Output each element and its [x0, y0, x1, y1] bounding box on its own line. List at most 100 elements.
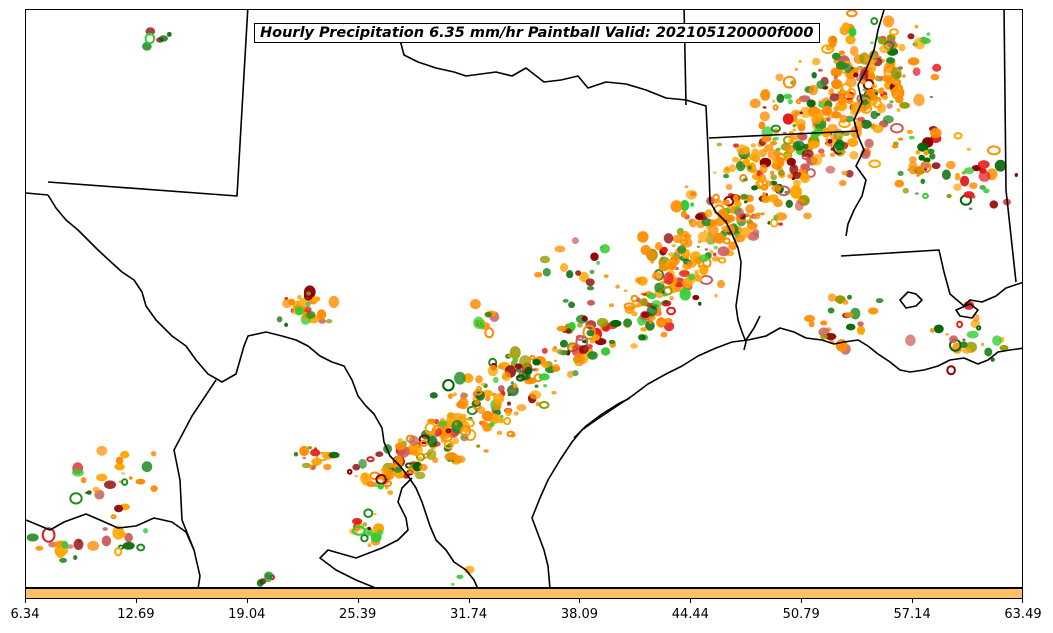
precip-blob	[69, 492, 83, 505]
precip-blob	[688, 273, 696, 281]
precip-blob	[794, 67, 798, 71]
precip-blob	[839, 114, 848, 124]
precip-blob	[568, 301, 576, 309]
precip-blob	[792, 128, 797, 132]
precip-blob	[808, 84, 819, 96]
precip-blob	[158, 35, 168, 42]
precip-blob	[687, 261, 693, 267]
precip-blob	[834, 139, 845, 151]
precip-blob	[696, 245, 701, 248]
precip-blob	[129, 476, 133, 480]
precip-blob	[808, 140, 820, 149]
precip-blob	[912, 67, 921, 76]
colorbar-tick-label: 63.49	[1004, 607, 1042, 622]
precip-blob	[759, 111, 770, 122]
precip-blob	[833, 106, 839, 112]
precip-blob	[517, 375, 521, 379]
precip-blob	[135, 478, 146, 485]
precip-blob	[838, 104, 845, 110]
precip-blob	[848, 27, 857, 37]
precip-blob	[864, 138, 874, 149]
precip-blob	[419, 463, 428, 472]
precip-blob	[663, 233, 674, 244]
precip-blob	[397, 438, 404, 444]
precip-blob	[886, 103, 893, 109]
precip-blob	[295, 306, 304, 316]
precip-blob	[896, 108, 901, 112]
colorbar-tick-label: 38.09	[560, 607, 599, 622]
precip-blob	[114, 547, 123, 557]
precip-blob	[989, 200, 999, 209]
precip-blob	[723, 173, 730, 179]
precip-blob	[323, 463, 332, 471]
precip-blob	[360, 534, 369, 543]
precip-blob	[714, 293, 718, 298]
precip-blob	[446, 412, 456, 420]
precip-blob	[297, 294, 302, 300]
precip-blob	[481, 382, 486, 386]
precip-blob	[534, 271, 543, 278]
precip-blob	[960, 341, 968, 349]
precip-blob	[284, 322, 288, 327]
precip-blob	[876, 103, 887, 114]
precip-blob	[908, 135, 915, 140]
precip-blob	[794, 111, 799, 117]
precip-blob	[539, 255, 551, 264]
precip-blob	[664, 318, 673, 323]
precip-blob	[475, 390, 485, 401]
precip-blob	[586, 329, 595, 337]
precip-blob	[515, 368, 522, 373]
precip-blob	[735, 207, 745, 218]
precip-blob	[962, 338, 966, 341]
precip-blob	[104, 480, 116, 490]
precip-blob	[694, 269, 699, 274]
precip-blob	[868, 67, 873, 71]
precip-blob	[452, 437, 459, 445]
precip-blob	[473, 316, 485, 329]
precip-blob	[35, 545, 44, 551]
precip-blob	[377, 529, 384, 536]
precip-blob	[408, 435, 419, 446]
precip-blob	[860, 119, 872, 129]
state-border-tx-la	[708, 169, 747, 351]
precip-blob	[346, 468, 353, 475]
precip-blob	[930, 328, 935, 333]
precip-blob	[496, 430, 503, 435]
colorbar-tick-label: 25.39	[339, 607, 377, 622]
precip-blob	[498, 417, 505, 424]
state-border-ms-la	[840, 249, 1022, 307]
precip-blob	[833, 75, 838, 80]
precip-blob	[438, 420, 448, 427]
state-border-tx-nm-west	[26, 192, 49, 196]
precip-blob	[96, 445, 108, 456]
precip-blob	[507, 401, 511, 406]
precip-blob	[520, 371, 531, 381]
precip-blob	[794, 201, 804, 211]
precip-blob	[923, 149, 929, 156]
precip-blob	[759, 212, 765, 216]
mexico-border-sonora-chihuahua	[26, 513, 195, 551]
precip-blob	[124, 532, 133, 543]
precip-blob	[586, 286, 595, 291]
precip-blob	[891, 78, 902, 86]
precip-blob	[556, 348, 564, 355]
precip-blob	[723, 199, 730, 206]
precip-blob	[717, 246, 730, 257]
precip-blob	[882, 115, 894, 124]
precip-blob	[775, 73, 784, 82]
precip-blob	[395, 442, 406, 451]
map-panel: Hourly Precipitation 6.35 mm/hr Paintbal…	[25, 9, 1023, 588]
precip-blob	[778, 222, 783, 226]
precip-blob	[136, 543, 146, 552]
precip-blob	[367, 543, 372, 548]
precip-blob	[760, 89, 771, 101]
precip-blob	[899, 102, 910, 109]
precip-blob	[864, 54, 869, 58]
precip-blob	[314, 447, 318, 451]
precip-blob	[328, 295, 340, 309]
precip-blob	[732, 156, 740, 163]
colorbar-tick-label: 50.79	[782, 607, 820, 622]
precip-blob	[311, 465, 316, 470]
precip-blob	[581, 315, 588, 322]
precip-blob	[839, 180, 847, 187]
